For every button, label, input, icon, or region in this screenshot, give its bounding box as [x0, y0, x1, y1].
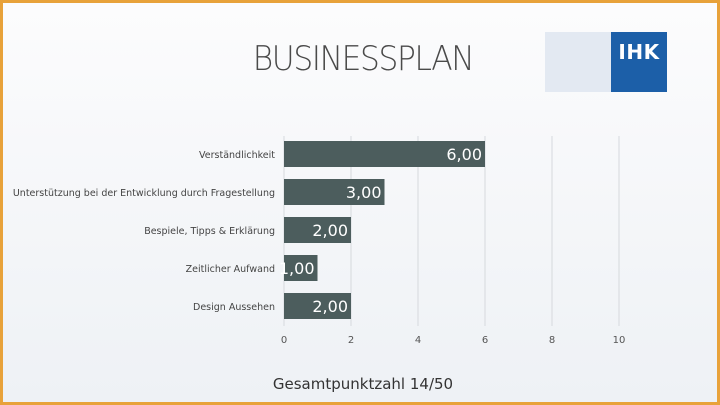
x-tick-label: 0 [281, 335, 287, 346]
data-label: 6,00 [446, 145, 482, 164]
slide-title: BUSINESSPLAN [252, 39, 475, 79]
x-tick-label: 2 [348, 335, 354, 346]
ihk-logo: IHK [545, 32, 667, 92]
data-label: 3,00 [346, 183, 382, 202]
x-tick-label: 6 [482, 335, 488, 346]
x-tick-label: 4 [415, 335, 421, 346]
logo-blue-block [611, 32, 667, 92]
category-label: Design Aussehen [193, 302, 275, 313]
bar [284, 255, 318, 281]
category-label: Verständlichkeit [199, 150, 275, 161]
bar [284, 141, 485, 167]
data-label: 2,00 [312, 297, 348, 316]
bar [284, 179, 385, 205]
bar [284, 293, 351, 319]
total-score: Gesamtpunktzahl 14/50 [272, 375, 454, 393]
logo-text: IHK [618, 40, 660, 64]
category-label: Zeitlicher Aufwand [186, 264, 275, 275]
data-label: 1,00 [279, 259, 315, 278]
category-label: Bespiele, Tipps & Erklärung [144, 226, 275, 237]
data-label: 2,00 [312, 221, 348, 240]
bar [284, 217, 351, 243]
category-label: Unterstützung bei der Entwicklung durch … [13, 188, 275, 199]
x-tick-label: 10 [613, 335, 626, 346]
x-tick-label: 8 [549, 335, 555, 346]
